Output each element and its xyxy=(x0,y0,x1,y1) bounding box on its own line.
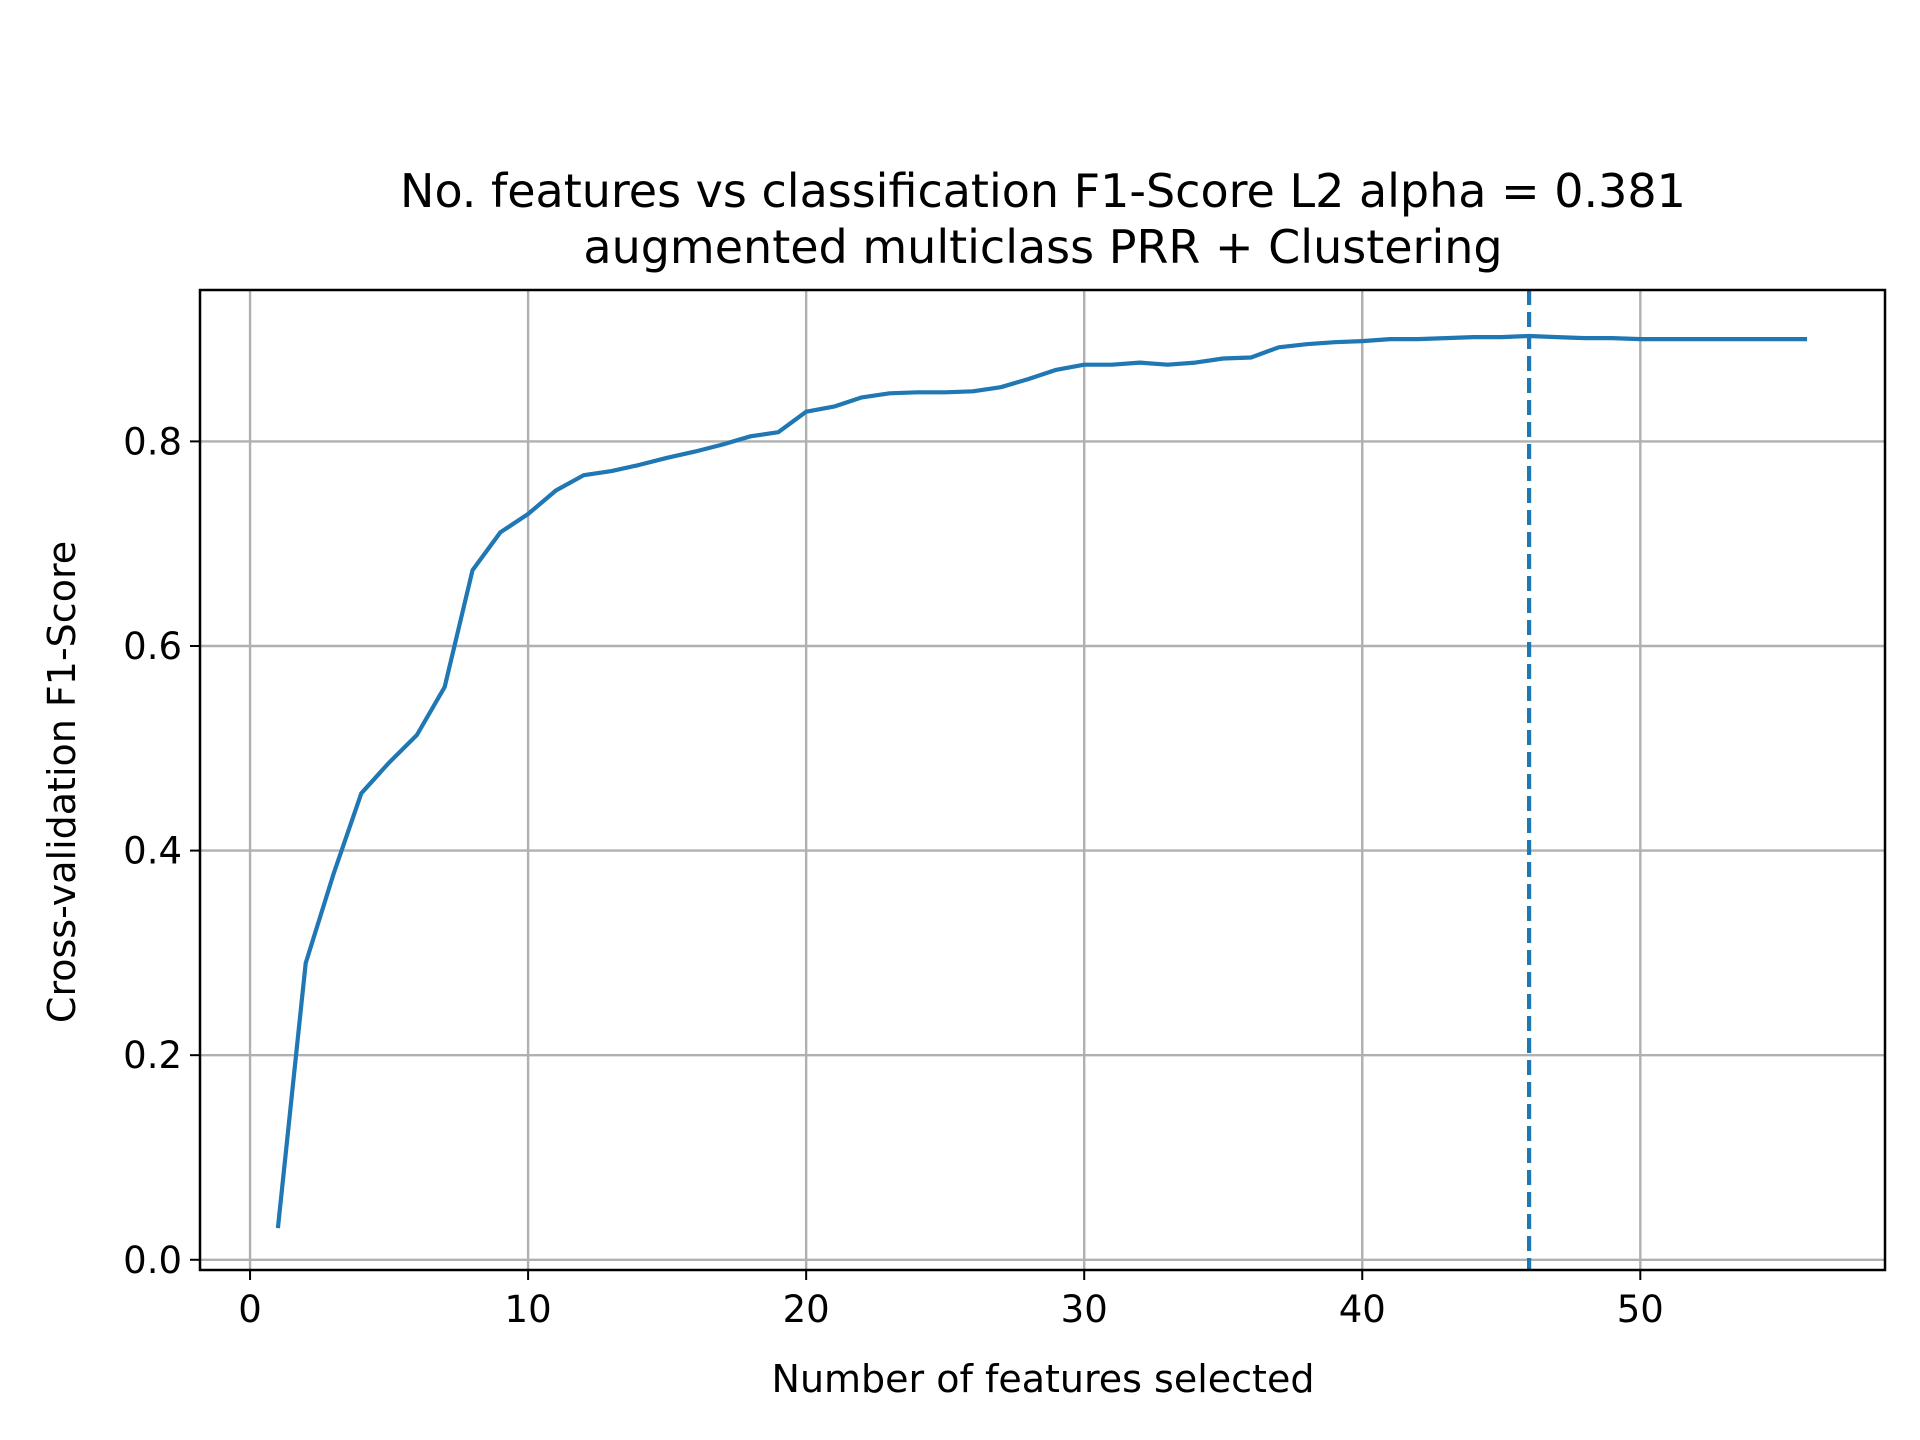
y-tick-label: 0.6 xyxy=(123,625,182,668)
chart-subtitle: augmented multiclass PRR + Clustering xyxy=(583,220,1502,274)
x-tick-label: 10 xyxy=(505,1288,552,1331)
y-axis-label: Cross-validation F1-Score xyxy=(40,541,84,1023)
x-axis-ticks: 0 10 20 30 40 50 xyxy=(238,1270,1664,1331)
x-tick-label: 20 xyxy=(783,1288,830,1331)
x-tick-label: 30 xyxy=(1061,1288,1108,1331)
y-axis-ticks: 0.0 0.2 0.4 0.6 0.8 xyxy=(123,420,200,1282)
grid xyxy=(200,290,1885,1270)
y-tick-label: 0.8 xyxy=(123,420,182,463)
chart-title: No. features vs classification F1-Score … xyxy=(400,164,1686,218)
x-tick-label: 50 xyxy=(1617,1288,1664,1331)
series-layer xyxy=(275,333,1808,1229)
x-tick-label: 40 xyxy=(1339,1288,1386,1331)
y-tick-label: 0.2 xyxy=(123,1034,182,1077)
y-tick-label: 0.0 xyxy=(123,1239,182,1282)
plot-frame xyxy=(198,288,1887,1272)
x-axis-label: Number of features selected xyxy=(772,1357,1315,1401)
f1-score-line xyxy=(275,333,1808,1229)
y-tick-label: 0.4 xyxy=(123,830,182,873)
x-tick-label: 0 xyxy=(238,1288,262,1331)
